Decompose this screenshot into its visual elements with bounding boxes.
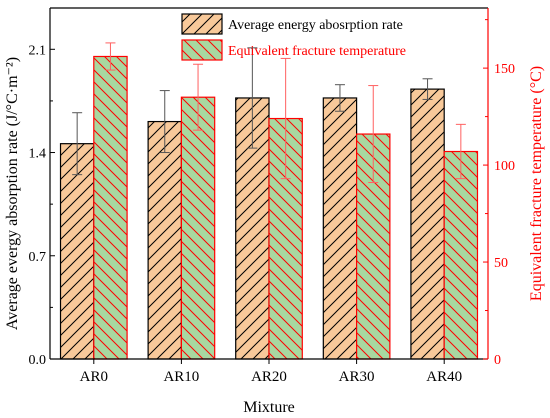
axes-layer [49,7,489,364]
bar-hatch [180,96,216,360]
y-left-tick-label: 1.4 [29,147,47,162]
x-tick-label: AR40 [426,369,462,385]
bar-hatch [147,120,182,360]
y-left-tick-label: 0.0 [29,353,47,368]
x-tick-label: AR0 [80,369,108,385]
bars-layer [59,42,479,360]
y-left-axis-title: Average evergy absorption rate (J/°C·m⁻²… [4,57,21,330]
x-axis-title: Mixture [243,399,295,416]
bar-hatch [322,97,358,360]
y-right-axis-title: Equivalent fracture temperature (°C) [528,66,545,301]
legend: Average energy abosrption rate Equivalent… [181,13,406,61]
bar-hatch [93,55,128,360]
bar-hatch [443,150,479,360]
bar-hatch [410,88,445,360]
x-tick-label: AR10 [163,369,199,385]
y-right-tick-label: 150 [494,62,515,77]
legend-label: Equivalent fracture temperature [228,44,406,59]
x-tick-label: AR30 [339,369,375,385]
y-right-tick-label: 50 [494,256,508,271]
labels-layer: 0.0 0.7 1.4 2.1 0 50 100 150 AR0 AR10 AR20 AR30 AR40… [4,43,545,416]
x-tick-label: AR20 [251,369,287,385]
legend-swatch-hatch [181,39,223,61]
y-left-tick-label: 2.1 [29,43,47,58]
bar-hatch [59,143,95,360]
y-right-tick-label: 0 [494,353,501,368]
legend-swatch-hatch [181,13,223,35]
y-right-tick-label: 100 [494,159,515,174]
y-left-tick-label: 0.7 [29,250,47,265]
legend-label: Average energy abosrption rate [228,18,403,33]
